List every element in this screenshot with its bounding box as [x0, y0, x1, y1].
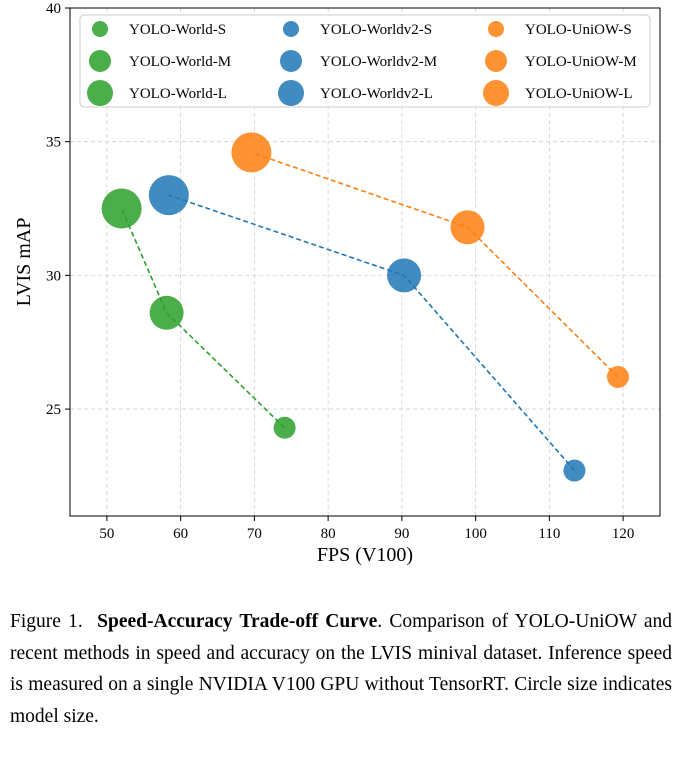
data-point [387, 258, 422, 293]
legend-label: YOLO-World-S [129, 22, 226, 38]
y-tick-label: 25 [46, 402, 61, 418]
x-tick-label: 100 [464, 526, 487, 542]
data-point [231, 132, 272, 173]
legend-label: YOLO-UniOW-L [525, 86, 632, 102]
legend-label: YOLO-UniOW-S [525, 22, 632, 38]
x-tick-label: 90 [394, 526, 409, 542]
series-line [251, 151, 619, 378]
legend-marker [278, 80, 304, 106]
plot-frame [69, 7, 661, 517]
legend-marker [92, 21, 108, 37]
x-tick-label: 70 [247, 526, 262, 542]
data-point [101, 188, 142, 229]
series-line [168, 194, 576, 472]
x-tick-label: 60 [173, 526, 188, 542]
data-point [148, 175, 189, 216]
legend-marker [488, 21, 504, 37]
legend-marker [283, 21, 299, 37]
series-points [101, 132, 629, 482]
y-axis-label: LVIS mAP [13, 218, 35, 307]
ticks: 50 60 70 80 90 100 110 120 25 30 35 40 [46, 1, 634, 542]
x-tick-label: 50 [99, 526, 114, 542]
caption-title: Speed-Accuracy Trade-off Curve [97, 611, 378, 632]
data-point [563, 459, 586, 482]
legend-marker [485, 50, 507, 72]
series-lines [120, 151, 619, 472]
legend-label: YOLO-World-L [129, 86, 227, 102]
chart: 50 60 70 80 90 100 110 120 25 30 35 40 YOLO-World-S… [13, 1, 661, 566]
y-tick-label: 30 [46, 268, 61, 284]
legend-label: YOLO-World-M [129, 54, 231, 70]
series-line [120, 208, 286, 429]
y-tick-label: 40 [46, 1, 61, 17]
x-axis-label: FPS (V100) [317, 544, 413, 566]
legend: YOLO-World-S YOLO-World-M YOLO-World-L YOLO… [79, 14, 651, 108]
y-tick-label: 35 [46, 135, 61, 151]
caption-prefix: Figure 1. [10, 611, 83, 632]
legend-marker [89, 50, 111, 72]
data-point [606, 365, 629, 388]
x-tick-label: 120 [612, 526, 635, 542]
figure-caption: Figure 1. Speed-Accuracy Trade-off Curve… [10, 606, 672, 732]
legend-label: YOLO-Worldv2-L [320, 86, 433, 102]
data-point [149, 295, 184, 330]
legend-label: YOLO-UniOW-M [525, 54, 637, 70]
legend-box [79, 14, 651, 108]
caption-body: . Comparison of YOLO-UniOW and recent me… [10, 611, 673, 727]
legend-marker [280, 50, 302, 72]
legend-label: YOLO-Worldv2-S [320, 22, 432, 38]
x-tick-label: 80 [321, 526, 336, 542]
legend-label: YOLO-Worldv2-M [320, 54, 437, 70]
legend-marker [87, 80, 113, 106]
data-point [273, 416, 296, 439]
data-point [450, 210, 485, 245]
x-tick-label: 110 [538, 526, 560, 542]
legend-marker [483, 80, 509, 106]
